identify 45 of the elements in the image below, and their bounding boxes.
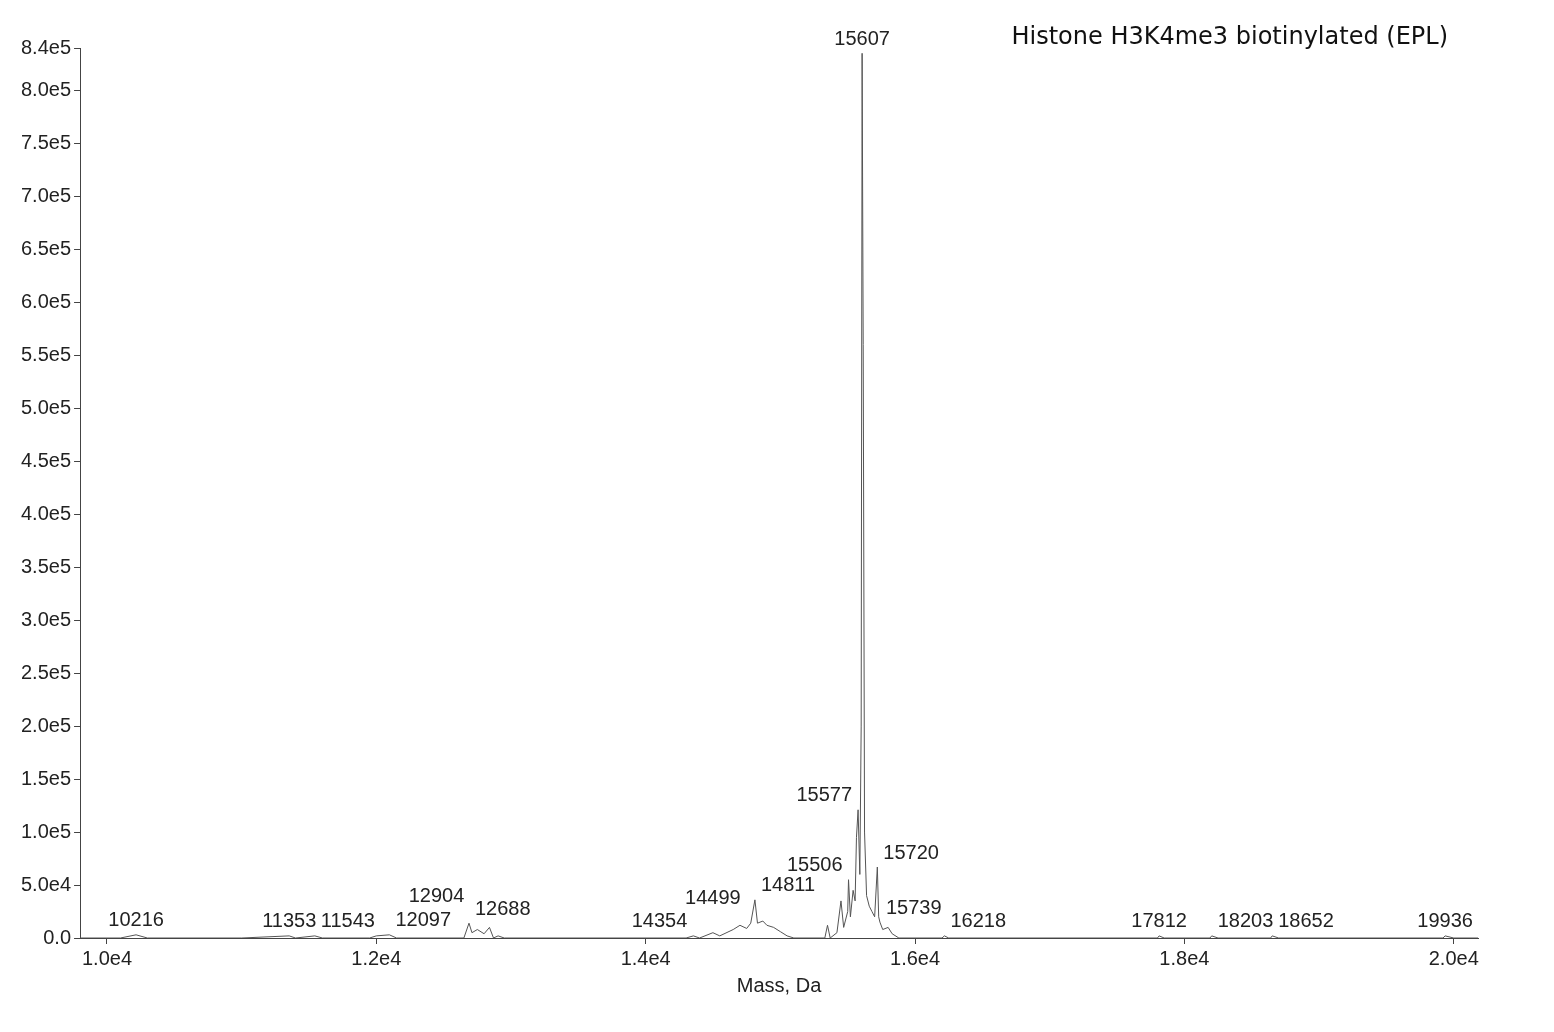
x-tick-label: 2.0e4 <box>1428 946 1479 969</box>
y-tick-label: 7.0e5 <box>20 183 72 206</box>
x-tick-label: 1.2e4 <box>351 946 402 969</box>
y-tick-label: 4.5e5 <box>20 448 72 471</box>
annotation: 15739 <box>885 895 942 918</box>
chart-title: Histone H3K4me3 biotinylated (EPL) <box>1011 22 1448 51</box>
x-tick-label: 1.6e4 <box>890 946 941 969</box>
annotation: 19936 <box>1417 909 1473 932</box>
annotation: 12904 <box>408 884 465 907</box>
y-tick-label: 5.0e5 <box>20 395 72 418</box>
annotation: 11353 <box>262 909 317 932</box>
x-tick-label: 1.0e4 <box>81 946 133 969</box>
y-tick-label: 6.5e5 <box>20 236 72 259</box>
y-tick-label: 4.0e5 <box>20 501 72 524</box>
y-tick-label: 8.0e5 <box>20 77 72 100</box>
annotation: 14354 <box>631 909 688 932</box>
annotation: 15577 <box>796 783 853 806</box>
y-tick-label: 5.5e5 <box>20 342 72 365</box>
y-tick-label: 3.5e5 <box>20 554 72 577</box>
x-tick-label: 1.4e4 <box>620 946 671 969</box>
y-tick-label: 2.5e5 <box>20 660 72 683</box>
annotation: 17812 <box>1131 909 1187 932</box>
annotation: 12097 <box>395 908 452 931</box>
y-tick-label: 5.0e4 <box>20 872 72 895</box>
y-tick-label: 8.4e5 <box>20 35 72 58</box>
y-tick-label: 1.0e5 <box>20 819 72 842</box>
annotation: 12688 <box>474 896 531 919</box>
annotation: 15506 <box>786 853 843 876</box>
annotation: 14811 <box>760 873 816 896</box>
annotation: 18652 <box>1278 909 1334 932</box>
x-axis-title: Mass, Da <box>736 973 823 996</box>
annotation: 10216 <box>108 908 164 931</box>
y-tick-label: 7.5e5 <box>20 130 72 153</box>
y-tick-label: 1.5e5 <box>20 766 72 789</box>
annotation: 16218 <box>950 909 1007 932</box>
annotation: 14499 <box>685 886 741 909</box>
x-tick-label: 1.8e4 <box>1159 946 1210 969</box>
annotation: 11543 <box>320 909 375 932</box>
annotation: 18203 <box>1217 909 1274 932</box>
y-tick-label: 2.0e5 <box>20 713 72 736</box>
annotation: 15720 <box>883 840 939 863</box>
annotation: 15607 <box>834 26 890 49</box>
y-tick-label: 3.0e5 <box>20 607 72 630</box>
y-tick-label: 0.0 <box>43 925 72 948</box>
y-tick-label: 6.0e5 <box>20 289 72 312</box>
